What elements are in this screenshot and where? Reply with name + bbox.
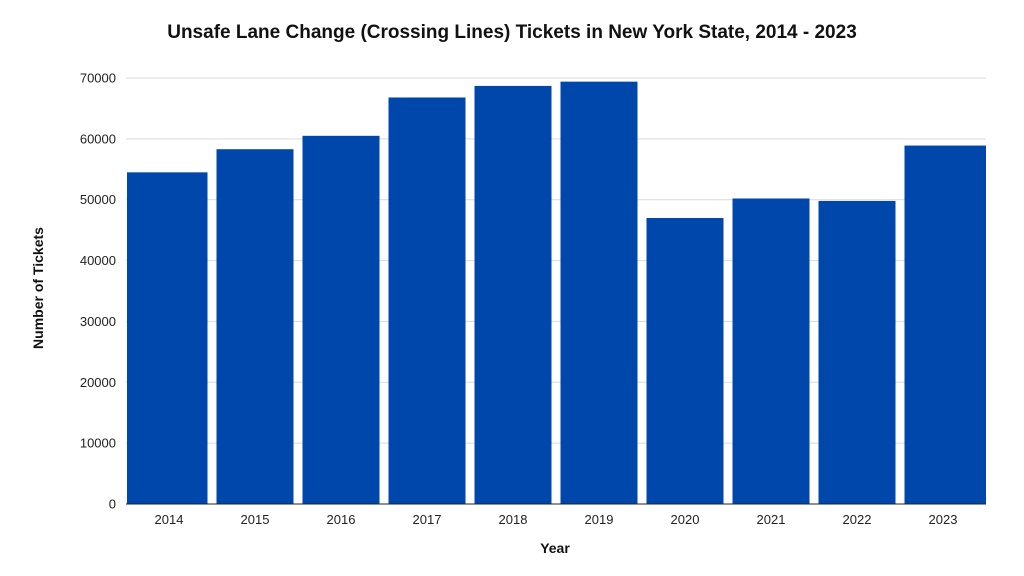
y-tick-label: 0 bbox=[109, 497, 116, 512]
bar-2022 bbox=[818, 200, 896, 504]
y-tick-label: 30000 bbox=[80, 314, 116, 329]
x-axis-title: Year bbox=[540, 540, 570, 556]
x-tick-label: 2018 bbox=[499, 512, 528, 527]
bar-2021 bbox=[732, 198, 810, 505]
y-axis-ticks: 0 10000 20000 30000 40000 50000 60000 70000 bbox=[80, 71, 116, 512]
x-tick-label: 2015 bbox=[241, 512, 270, 527]
y-tick-label: 50000 bbox=[80, 192, 116, 207]
bar-2023 bbox=[904, 145, 986, 504]
x-tick-label: 2022 bbox=[843, 512, 872, 527]
bar-2019 bbox=[560, 81, 638, 504]
y-tick-label: 40000 bbox=[80, 253, 116, 268]
y-tick-label: 60000 bbox=[80, 131, 116, 146]
x-tick-label: 2017 bbox=[413, 512, 442, 527]
y-axis-title: Number of Tickets bbox=[30, 227, 46, 349]
y-tick-label: 70000 bbox=[80, 71, 116, 86]
y-tick-label: 10000 bbox=[80, 436, 116, 451]
bar-2014 bbox=[127, 172, 208, 505]
x-axis-ticks: 2014 2015 2016 2017 2018 2019 2020 2021 2022 2023 bbox=[155, 512, 958, 527]
bar-2016 bbox=[302, 135, 380, 505]
bar-2017 bbox=[388, 97, 466, 504]
bar-2015 bbox=[216, 149, 294, 504]
x-tick-label: 2014 bbox=[155, 512, 184, 527]
bar-2020 bbox=[646, 217, 724, 504]
x-tick-label: 2016 bbox=[327, 512, 356, 527]
y-tick-label: 20000 bbox=[80, 375, 116, 390]
bar-2018 bbox=[474, 85, 552, 504]
chart-title: Unsafe Lane Change (Crossing Lines) Tick… bbox=[167, 22, 857, 43]
x-tick-label: 2021 bbox=[757, 512, 786, 527]
bars bbox=[127, 81, 986, 505]
x-tick-label: 2019 bbox=[585, 512, 614, 527]
x-tick-label: 2023 bbox=[929, 512, 958, 527]
x-tick-label: 2020 bbox=[671, 512, 700, 527]
